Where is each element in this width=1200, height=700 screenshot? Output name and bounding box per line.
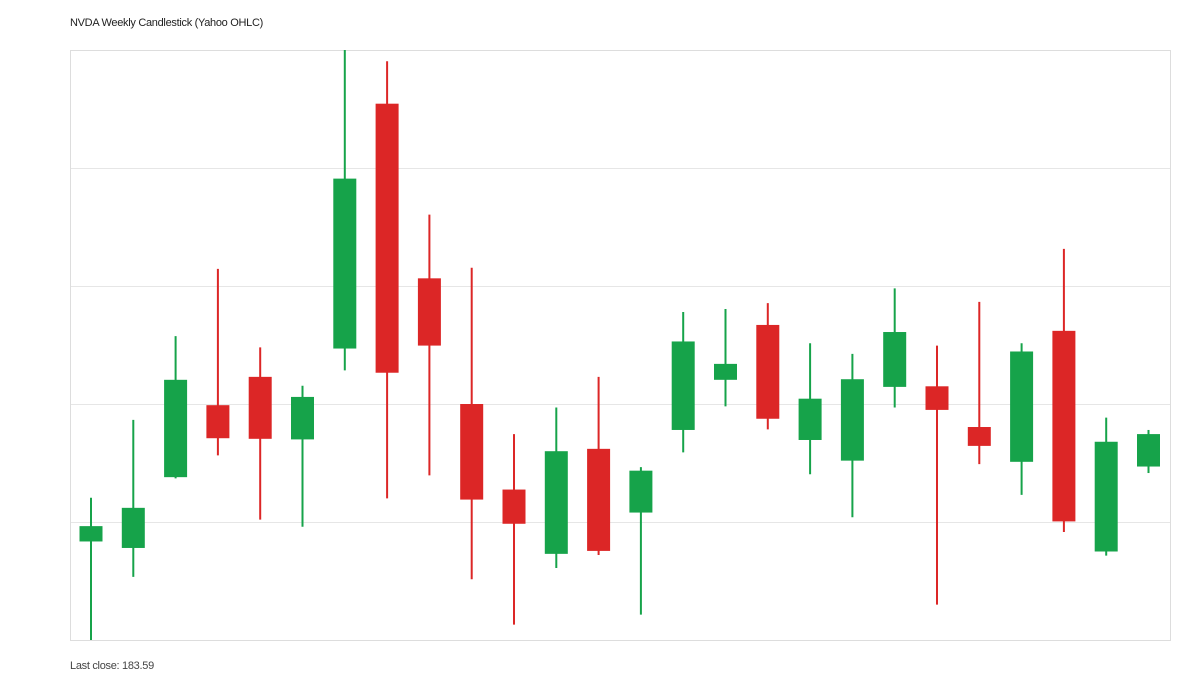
- candle-body-up: [164, 379, 188, 478]
- candle-body-up: [1010, 351, 1034, 462]
- candle-18: [798, 343, 822, 475]
- last-close-label: Last close: 183.59: [70, 660, 154, 672]
- candle-body-down: [248, 376, 272, 439]
- candle-body-up: [629, 470, 653, 513]
- candle-body-down: [460, 404, 484, 500]
- candle-body-down: [1052, 330, 1076, 522]
- candle-14: [629, 467, 653, 615]
- candle-body-up: [671, 341, 695, 430]
- candle-body-up: [121, 507, 145, 548]
- candle-19: [840, 353, 864, 518]
- candle-20: [883, 288, 907, 408]
- candle-body-up: [883, 332, 907, 387]
- candle-13: [587, 376, 611, 556]
- candle-22: [967, 301, 991, 465]
- grid-lines: [70, 168, 1170, 523]
- candle-21: [925, 345, 949, 605]
- candle-body-down: [756, 324, 780, 419]
- candle-body-down: [417, 278, 441, 346]
- candle-16: [714, 309, 737, 407]
- candle-body-up: [840, 379, 864, 461]
- candle-body-down: [587, 448, 611, 551]
- candles: [79, 50, 1160, 640]
- candle-body-down: [967, 427, 991, 446]
- candle-11: [502, 434, 526, 625]
- candle-body-up: [291, 396, 314, 440]
- candle-body-up: [544, 451, 568, 554]
- candle-9: [417, 214, 441, 476]
- candle-body-up: [1137, 434, 1160, 467]
- candle-body-down: [925, 386, 949, 410]
- candle-body-up: [798, 398, 822, 440]
- candle-15: [671, 311, 695, 453]
- candle-24: [1052, 248, 1076, 533]
- candle-25: [1094, 417, 1118, 556]
- plot-frame: [70, 50, 1171, 641]
- candle-body-up: [714, 363, 737, 380]
- candle-26: [1137, 429, 1160, 474]
- candle-5: [248, 347, 272, 520]
- chart-title: NVDA Weekly Candlestick (Yahoo OHLC): [70, 17, 263, 29]
- candle-23: [1010, 343, 1034, 495]
- candle-body-down: [502, 489, 526, 524]
- candle-7: [333, 50, 357, 371]
- candle-1: [79, 497, 103, 640]
- candle-body-up: [1094, 441, 1118, 552]
- candle-body-down: [206, 405, 230, 439]
- candle-12: [544, 407, 568, 569]
- candle-body-down: [375, 103, 399, 373]
- candle-10: [460, 267, 484, 580]
- candle-8: [375, 61, 399, 499]
- candle-6: [291, 385, 314, 527]
- candle-17: [756, 303, 780, 430]
- candle-body-up: [79, 526, 103, 542]
- candle-2: [121, 419, 145, 577]
- candle-4: [206, 268, 230, 456]
- candle-body-up: [333, 178, 357, 349]
- candle-3: [164, 336, 188, 479]
